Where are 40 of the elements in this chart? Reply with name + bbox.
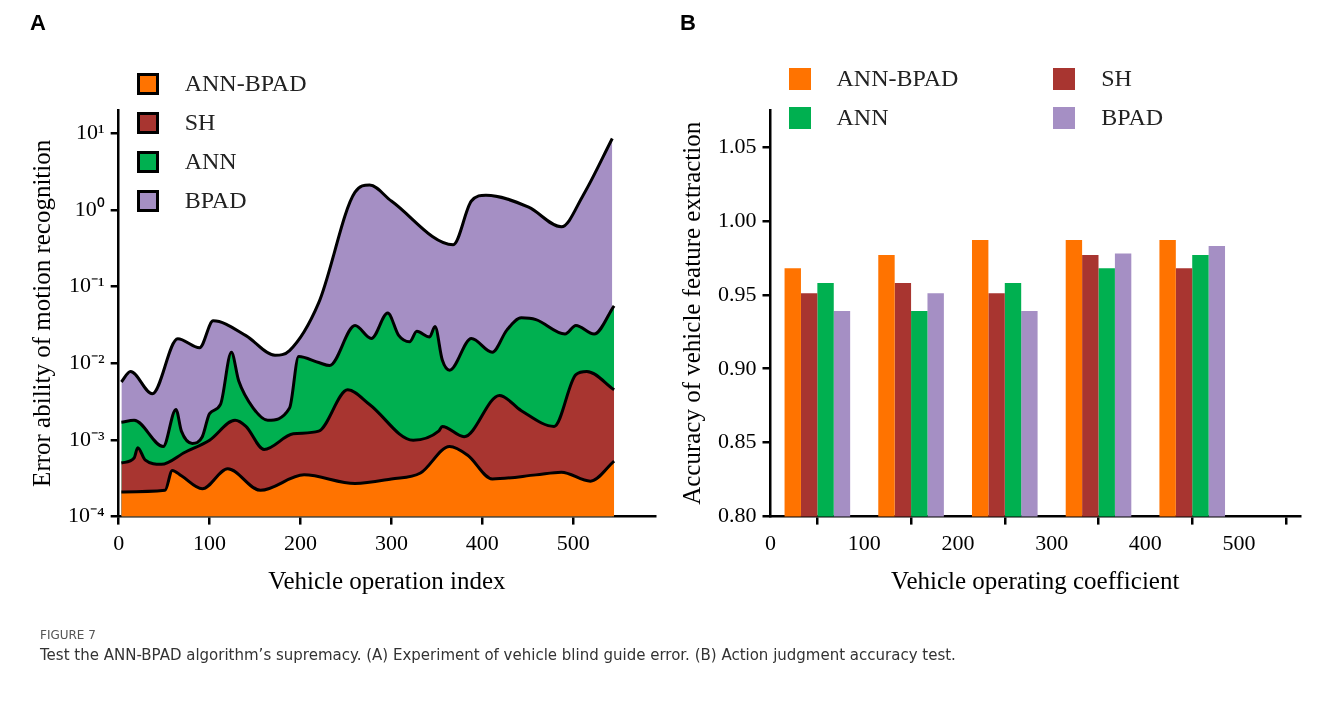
legend-label: ANN-BPAD xyxy=(184,70,307,97)
y-tick-label: 0.80 xyxy=(718,502,757,528)
y-tick-label: 10⁻⁴ xyxy=(68,502,105,528)
x-tick-label: 500 xyxy=(556,529,590,555)
x-tick-label: 0 xyxy=(113,529,125,555)
x-axis-title: Vehicle operation index xyxy=(268,566,507,594)
x-tick-label: 400 xyxy=(465,529,499,555)
legend-label: ANN xyxy=(184,148,237,175)
text: Test the ANN-BPAD algorithm’s supremacy. (A) Experiment of vehicle blind guide error. (B) Action judgment accuracy test. xyxy=(40,646,956,664)
x-tick-label: 500 xyxy=(1222,529,1256,555)
x-tick-label: 300 xyxy=(374,529,408,555)
y-tick-label: 10⁰ xyxy=(74,195,105,221)
legend-label: BPAD xyxy=(1101,104,1164,131)
y-axis-title: Error ability of motion recognition xyxy=(27,139,55,487)
x-tick-label: 200 xyxy=(283,529,317,555)
chart-title: B xyxy=(680,10,696,36)
x-tick-label: 200 xyxy=(941,529,975,555)
x-tick-label: 100 xyxy=(193,529,227,555)
y-tick-label: 0.90 xyxy=(718,354,757,380)
y-tick-label: 10¹ xyxy=(76,118,105,144)
y-tick-label: 0.85 xyxy=(718,428,757,454)
y-tick-label: 10⁻² xyxy=(69,348,106,374)
legend-label: SH xyxy=(184,109,216,136)
y-tick-label: 10⁻¹ xyxy=(69,272,105,298)
y-tick-label: 0.95 xyxy=(718,280,757,306)
y-tick-label: 1.00 xyxy=(718,206,757,232)
x-tick-label: 100 xyxy=(847,529,881,555)
y-tick-label: 1.05 xyxy=(718,132,757,158)
legend-label: ANN xyxy=(836,104,889,131)
x-tick-label: 400 xyxy=(1128,529,1162,555)
x-axis-title: Vehicle operating coefficient xyxy=(891,566,1180,594)
caption: FIGURE 7 xyxy=(40,628,97,642)
y-axis-title: Accuracy of vehicle feature extraction xyxy=(677,121,705,505)
legend-label: SH xyxy=(1101,65,1132,92)
legend-label: ANN-BPAD xyxy=(836,65,959,92)
x-tick-label: 0 xyxy=(765,529,776,555)
y-tick-label: 10⁻³ xyxy=(69,425,106,451)
legend-label: BPAD xyxy=(184,187,247,214)
chart-title: A xyxy=(30,10,46,36)
x-tick-label: 300 xyxy=(1035,529,1069,555)
